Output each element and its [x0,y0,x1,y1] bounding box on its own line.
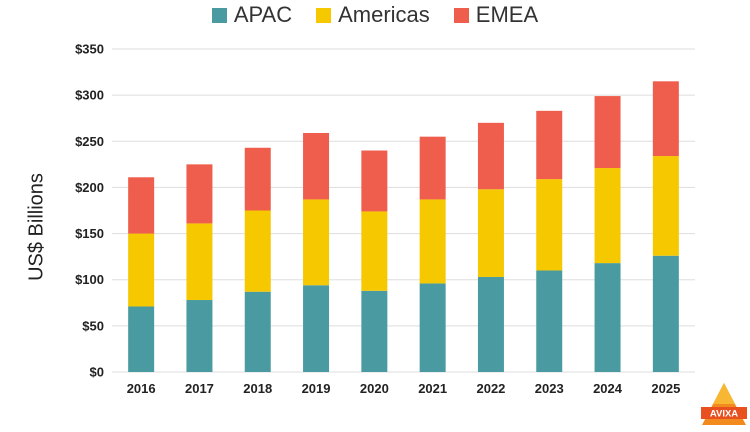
y-tick-label: $150 [75,226,104,241]
bar-segment-emea-2023 [536,110,563,180]
bar-segment-emea-2021 [419,136,446,200]
bar-segment-emea-2020 [361,150,388,212]
y-tick-label: $0 [90,365,104,380]
chart-legend: APAC Americas EMEA [0,2,750,28]
y-tick-label: $100 [75,272,104,287]
avixa-logo: AVIXA [701,383,747,425]
bar-segment-emea-2019 [303,132,330,200]
logo-text: AVIXA [710,409,738,420]
y-tick-label: $300 [75,88,104,103]
legend-item-americas: Americas [316,2,430,28]
legend-swatch-apac [211,7,227,23]
x-tick-label: 2019 [302,381,331,396]
bar-segment-apac-2025 [652,255,679,372]
bar-segment-apac-2023 [536,270,563,372]
legend-label-americas: Americas [338,2,430,27]
bar-segment-americas-2018 [244,210,271,292]
bar-segment-apac-2021 [419,283,446,372]
bar-segment-apac-2018 [244,291,271,372]
x-tick-label: 2025 [651,381,680,396]
legend-swatch-americas [316,7,332,23]
x-tick-label: 2018 [243,381,272,396]
x-tick-label: 2022 [476,381,505,396]
bar-segment-emea-2022 [477,122,504,190]
legend-item-emea: EMEA [453,2,539,28]
bar-segment-emea-2016 [128,177,155,234]
bar-segment-americas-2023 [536,179,563,271]
bar-segment-apac-2022 [477,276,504,372]
bar-segment-emea-2024 [594,96,621,169]
y-tick-label: $200 [75,180,104,195]
bar-segment-apac-2016 [128,306,155,372]
bar-segment-americas-2024 [594,168,621,264]
x-tick-label: 2020 [360,381,389,396]
bar-segment-americas-2020 [361,211,388,291]
bar-segment-apac-2020 [361,290,388,372]
x-tick-label: 2021 [418,381,447,396]
legend-label-apac: APAC [233,2,293,27]
bar-segment-americas-2022 [477,189,504,277]
bar-segment-americas-2019 [303,199,330,286]
bar-segment-apac-2017 [186,300,213,372]
y-tick-label: $50 [82,318,104,333]
x-tick-label: 2017 [185,381,214,396]
legend-swatch-emea [453,7,469,23]
bar-segment-americas-2017 [186,223,213,301]
bar-segment-americas-2025 [652,156,679,256]
y-tick-label: $250 [75,134,104,149]
y-tick-label: $350 [75,42,104,57]
legend-label-emea: EMEA [475,2,539,27]
bar-segment-emea-2017 [186,164,213,224]
bar-segment-americas-2016 [128,233,155,307]
x-tick-label: 2023 [535,381,564,396]
x-tick-label: 2016 [127,381,156,396]
x-tick-label: 2024 [593,381,623,396]
bar-segment-apac-2019 [303,285,330,372]
bar-segment-emea-2018 [244,147,271,211]
bar-segment-apac-2024 [594,263,621,372]
bar-segment-emea-2025 [652,81,679,157]
legend-item-apac: APAC [211,2,293,28]
bar-segment-americas-2021 [419,199,446,284]
